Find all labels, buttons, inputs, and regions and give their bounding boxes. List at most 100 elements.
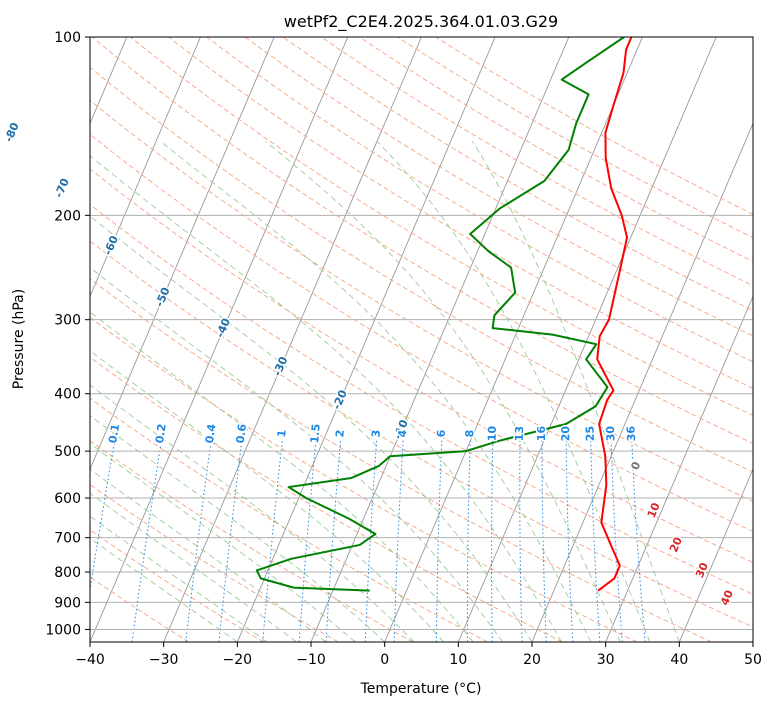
- mixing-ratio-label: 8: [463, 430, 476, 438]
- y-tick-label: 200: [54, 208, 81, 224]
- dry-adiabat: [396, 37, 753, 239]
- dry-adiabat: [90, 99, 753, 502]
- dry-adiabat: [90, 66, 753, 473]
- mixing-ratio-line: [491, 440, 494, 642]
- mixing-ratio-line: [610, 440, 623, 642]
- mixing-ratio-label: 10: [486, 425, 499, 441]
- mixing-ratio-label: 0.2: [153, 423, 169, 444]
- dewpoint-line: [255, 37, 625, 592]
- dry-adiabat: [90, 397, 488, 642]
- mixing-ratio-line: [631, 440, 646, 642]
- dry-adiabat: [90, 356, 563, 642]
- dry-adiabat: [90, 133, 753, 532]
- y-axis-label: Pressure (hPa): [11, 289, 27, 389]
- mixing-ratio-line: [262, 440, 283, 642]
- mixing-ratio-label: 25: [584, 426, 597, 442]
- isotherm-label: -50: [153, 285, 173, 309]
- isotherm-line: [384, 37, 643, 642]
- background-lines: [90, 37, 753, 642]
- mixing-ratio-line: [364, 440, 378, 642]
- mixing-ratio-line: [435, 440, 443, 642]
- mixing-ratio-label: 2: [333, 429, 347, 438]
- mixing-ratio-line: [590, 440, 601, 642]
- mixing-ratio-label: 6: [435, 429, 448, 438]
- y-tick-label: 300: [54, 313, 81, 329]
- y-tick-label: 900: [54, 595, 81, 611]
- y-tick-label: 500: [54, 444, 81, 460]
- moist-adiabat: [90, 443, 356, 642]
- dry-adiabat: [282, 37, 753, 312]
- mixing-ratio-line: [466, 440, 471, 642]
- dry-adiabat-label: 30: [693, 560, 711, 579]
- dry-adiabat: [358, 37, 753, 262]
- x-tick-label: −20: [223, 652, 253, 668]
- moist-adiabat: [472, 141, 680, 642]
- mixing-ratio-label: 1: [275, 429, 289, 438]
- line-labels: -100-90-80-70-60-50-40-30-20-100.10.20.4…: [1, 119, 738, 609]
- dry-adiabat: [90, 278, 712, 642]
- mixing-ratio-label: 1.5: [308, 423, 323, 444]
- mixing-ratio-label: 30: [604, 425, 618, 441]
- mixing-ratio-label: 4: [396, 429, 409, 438]
- isotherm-line: [678, 467, 753, 642]
- x-tick-label: 20: [523, 652, 541, 668]
- isotherm-line: [90, 37, 201, 298]
- y-tick-label: 400: [54, 387, 81, 403]
- x-tick-label: 0: [380, 652, 389, 668]
- y-tick-label: 100: [54, 30, 81, 46]
- dry-adiabat-label: 40: [718, 588, 736, 607]
- isotherm-label: -60: [101, 233, 121, 257]
- isotherm-line: [605, 295, 753, 642]
- isotherm-line: [236, 37, 496, 642]
- mixing-ratio-label: 3: [369, 429, 383, 438]
- isotherm-line: [531, 122, 753, 642]
- isotherm-line: [90, 37, 349, 642]
- dry-adiabat: [90, 576, 190, 642]
- mixing-ratio-line: [131, 440, 162, 642]
- mixing-ratio-line: [185, 440, 212, 642]
- mixing-ratio-line: [393, 440, 404, 642]
- moist-adiabat: [159, 140, 592, 642]
- y-tick-label: 700: [54, 531, 81, 547]
- y-tick-label: 600: [54, 491, 81, 507]
- dry-adiabat: [90, 529, 264, 642]
- moist-adiabat: [90, 492, 297, 642]
- isotherm-label: -20: [330, 388, 350, 412]
- mixing-ratio-line: [298, 440, 317, 642]
- y-tick-label: 800: [54, 565, 81, 581]
- dry-adiabat: [90, 203, 753, 595]
- mixing-ratio-line: [218, 440, 243, 642]
- dry-adiabat: [205, 37, 753, 363]
- moist-adiabat: [90, 537, 238, 642]
- x-tick-label: −30: [149, 652, 179, 668]
- mixing-ratio-label: 20: [559, 426, 572, 442]
- pressure-gridlines: [90, 37, 753, 630]
- isotherm-label: -30: [271, 354, 291, 378]
- temperature-line: [596, 37, 633, 592]
- mixing-ratio-label: 13: [513, 426, 526, 441]
- x-tick-label: −40: [75, 652, 105, 668]
- x-tick-label: 10: [449, 652, 467, 668]
- isotherm-label: -80: [2, 120, 22, 144]
- x-tick-label: −10: [296, 652, 326, 668]
- chart-title: wetPf2_C2E4.2025.364.01.03.G29: [284, 12, 558, 32]
- dry-adiabat: [320, 37, 753, 287]
- mixing-ratio-line: [325, 440, 342, 642]
- mixing-ratio-label: 16: [535, 426, 548, 442]
- mixing-ratio-line: [565, 440, 574, 642]
- moist-adiabat: [265, 140, 621, 642]
- mixing-ratio-line: [519, 440, 523, 642]
- mixing-ratio-label: 0.1: [106, 423, 122, 444]
- x-axis-label: Temperature (°C): [360, 681, 482, 697]
- mixing-ratio-label: 36: [624, 425, 638, 441]
- x-tick-label: 30: [597, 652, 615, 668]
- dry-adiabat: [90, 483, 339, 642]
- dry-adiabat: [167, 37, 753, 389]
- plot-frame: [89, 36, 754, 643]
- isotherm-label: -70: [52, 176, 72, 200]
- mixing-ratio-label: 0.4: [203, 423, 219, 444]
- dry-adiabat-label: 10: [645, 500, 663, 519]
- moist-adiabat: [90, 155, 562, 642]
- axes: −40 −30 −20 −10 0 10 20 30 40 5010020030040050060…: [45, 30, 762, 668]
